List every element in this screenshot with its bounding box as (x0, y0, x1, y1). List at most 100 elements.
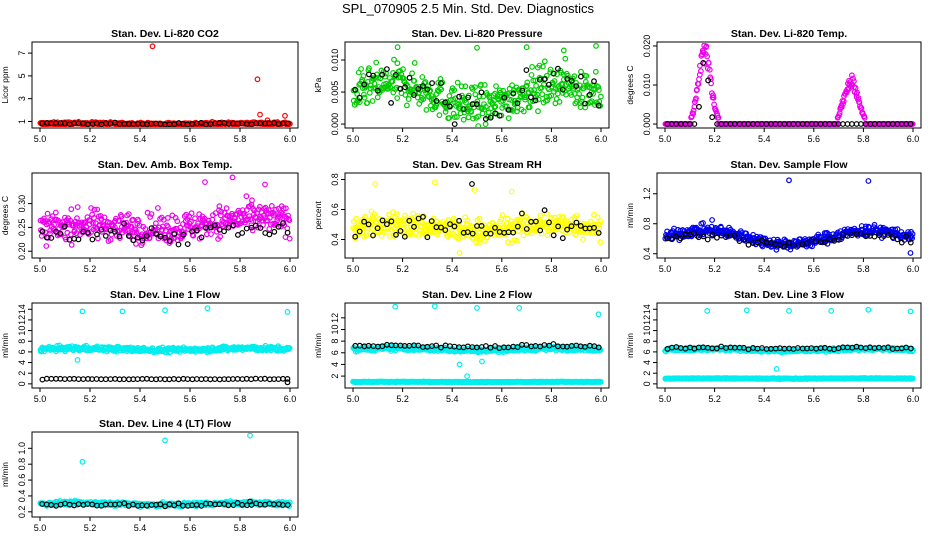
data-point (102, 376, 109, 383)
y-tick-label: 2 (330, 374, 340, 379)
data-point (171, 231, 178, 237)
data-point (691, 230, 698, 237)
data-point (591, 224, 597, 231)
plot-frame (344, 302, 610, 389)
data-point (907, 121, 914, 127)
data-point (216, 376, 223, 383)
data-point (420, 83, 426, 89)
data-point (180, 231, 187, 238)
data-point (153, 230, 160, 237)
data-point (225, 224, 232, 231)
data-point (411, 60, 418, 66)
data-point (177, 224, 184, 231)
data-point (781, 243, 788, 250)
data-point (850, 75, 856, 82)
data-point (130, 237, 137, 244)
data-point-outlier (471, 187, 478, 193)
data-point (520, 108, 527, 115)
data-point (424, 86, 431, 93)
y-tick-label: 10 (642, 326, 652, 336)
data-point (61, 376, 68, 383)
data-point (352, 235, 359, 242)
data-point (533, 82, 539, 89)
y-axis-label: percent (313, 201, 323, 230)
data-point (894, 236, 901, 243)
data-point (72, 218, 79, 225)
data-point (582, 78, 589, 85)
x-tick-label: 5.6 (808, 394, 821, 404)
data-point (433, 98, 440, 104)
y-tick-label: 8 (330, 339, 340, 344)
points-layer (350, 304, 604, 386)
data-point (476, 215, 483, 222)
data-point (91, 206, 98, 213)
data-point (245, 216, 252, 223)
data-point-outlier (516, 305, 523, 311)
x-tick-label: 5.8 (857, 134, 870, 144)
data-point (455, 235, 462, 242)
data-point-outlier (709, 217, 715, 223)
data-point (541, 207, 548, 214)
data-point (595, 344, 602, 351)
x-tick-label: 5.4 (446, 134, 459, 144)
data-point (537, 227, 544, 234)
x-tick-label: 6.0 (284, 134, 297, 144)
data-point (534, 227, 541, 234)
data-point (74, 204, 81, 211)
x-tick-label: 5.2 (708, 134, 721, 144)
data-point (514, 100, 521, 107)
data-point (580, 236, 586, 243)
panel-title: Stan. Dev. Line 3 Flow (734, 289, 845, 301)
data-point (456, 220, 463, 227)
data-point (759, 237, 765, 244)
y-tick-label: 6 (330, 350, 340, 355)
data-point (595, 102, 602, 109)
data-point (511, 101, 518, 108)
data-point (61, 223, 68, 230)
x-tick-label: 5.4 (134, 394, 147, 404)
data-point (458, 83, 465, 90)
data-point (533, 218, 539, 225)
plot-frame (31, 172, 299, 259)
panel-title: Stan. Dev. Li-820 Temp. (731, 28, 847, 40)
data-point (438, 224, 444, 231)
data-point (514, 108, 520, 115)
data-point (577, 222, 584, 229)
data-point (212, 210, 219, 217)
data-point (596, 224, 603, 231)
data-point (851, 78, 857, 85)
data-point (352, 86, 359, 93)
data-point (858, 230, 864, 237)
data-point (508, 97, 515, 103)
data-point (394, 60, 401, 67)
data-point (715, 114, 722, 121)
data-point (128, 223, 135, 230)
data-point (475, 123, 482, 127)
data-point (43, 375, 50, 382)
data-point (84, 229, 91, 236)
data-point (694, 86, 700, 93)
data-point (451, 114, 458, 120)
data-point (786, 239, 792, 246)
data-point (597, 239, 604, 246)
x-tick-label: 5.4 (758, 134, 771, 144)
data-point-outlier (593, 43, 599, 49)
data-point (83, 224, 90, 231)
data-point (546, 219, 552, 226)
data-point (568, 92, 575, 98)
points-layer (662, 43, 916, 127)
data-point (44, 210, 51, 217)
data-point (840, 101, 846, 107)
data-point (523, 342, 530, 348)
data-point-outlier (149, 43, 156, 50)
data-point (547, 66, 554, 73)
data-point (849, 72, 855, 79)
data-point (423, 106, 430, 113)
data-point (598, 379, 604, 385)
data-point (703, 43, 710, 50)
